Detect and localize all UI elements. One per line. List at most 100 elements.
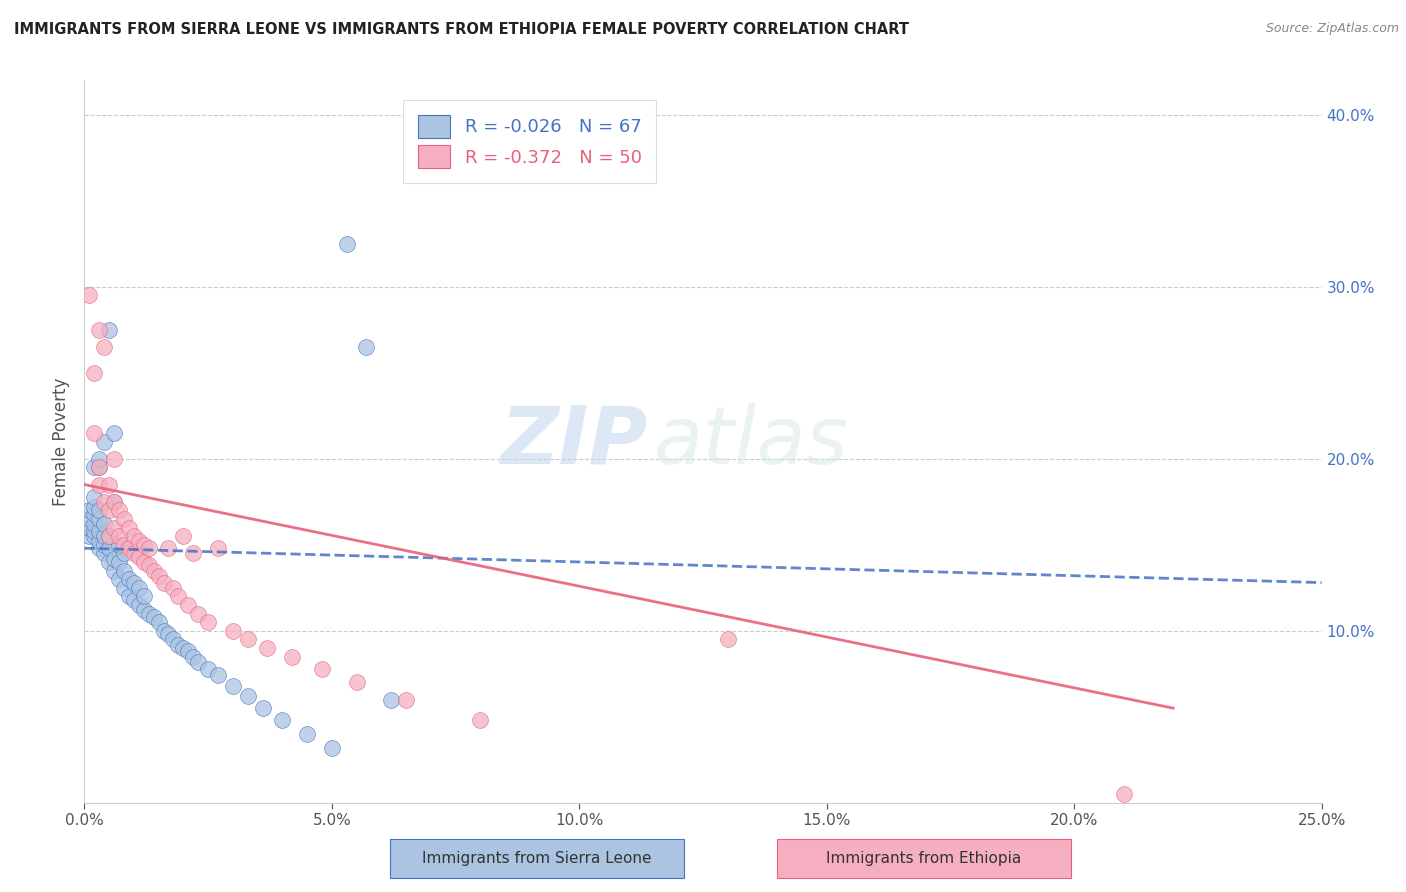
Point — [380, 692, 402, 706]
Point — [138, 607, 160, 621]
Point — [157, 627, 180, 641]
Point — [222, 679, 245, 693]
Point — [167, 590, 190, 604]
Point — [207, 541, 229, 556]
Point — [181, 649, 204, 664]
Point — [321, 740, 343, 755]
Point — [103, 551, 125, 566]
Point — [108, 572, 131, 586]
Point — [177, 644, 200, 658]
Point — [89, 534, 111, 549]
Point — [83, 366, 105, 380]
Point — [89, 451, 111, 466]
Point — [112, 538, 135, 552]
Text: atlas: atlas — [654, 402, 848, 481]
Text: Immigrants from Ethiopia: Immigrants from Ethiopia — [827, 851, 1021, 866]
Point — [181, 546, 204, 560]
Point — [83, 507, 105, 521]
Point — [336, 236, 359, 251]
Point — [187, 607, 209, 621]
Point — [197, 662, 219, 676]
Point — [89, 460, 111, 475]
Point — [79, 529, 101, 543]
Point — [118, 572, 141, 586]
Point — [103, 564, 125, 578]
Point — [79, 503, 101, 517]
Point — [89, 503, 111, 517]
Point — [83, 524, 105, 538]
Point — [138, 558, 160, 573]
Point — [93, 494, 115, 508]
Point — [395, 692, 418, 706]
Point — [128, 534, 150, 549]
Point — [83, 500, 105, 514]
Point — [162, 581, 184, 595]
Point — [177, 598, 200, 612]
Point — [112, 581, 135, 595]
Point — [128, 549, 150, 564]
Text: Immigrants from Sierra Leone: Immigrants from Sierra Leone — [422, 851, 652, 866]
Point — [103, 520, 125, 534]
Point — [252, 701, 274, 715]
Point — [167, 638, 190, 652]
Point — [236, 632, 259, 647]
Legend: R = -0.026   N = 67, R = -0.372   N = 50: R = -0.026 N = 67, R = -0.372 N = 50 — [404, 100, 657, 183]
Point — [89, 541, 111, 556]
Point — [172, 640, 194, 655]
Point — [98, 477, 121, 491]
Point — [236, 689, 259, 703]
Point — [98, 541, 121, 556]
Point — [112, 512, 135, 526]
Point — [103, 425, 125, 440]
Point — [470, 713, 492, 727]
FancyBboxPatch shape — [778, 838, 1071, 878]
Point — [112, 546, 135, 560]
Point — [128, 581, 150, 595]
Point — [83, 529, 105, 543]
Point — [122, 592, 145, 607]
Point — [108, 538, 131, 552]
Point — [108, 529, 131, 543]
Point — [98, 555, 121, 569]
Point — [1112, 787, 1135, 801]
Point — [128, 598, 150, 612]
Point — [162, 632, 184, 647]
Point — [118, 520, 141, 534]
Point — [89, 460, 111, 475]
Point — [152, 624, 174, 638]
Point — [98, 323, 121, 337]
Point — [83, 425, 105, 440]
Point — [271, 713, 294, 727]
Text: IMMIGRANTS FROM SIERRA LEONE VS IMMIGRANTS FROM ETHIOPIA FEMALE POVERTY CORRELAT: IMMIGRANTS FROM SIERRA LEONE VS IMMIGRAN… — [14, 22, 910, 37]
Point — [98, 503, 121, 517]
Point — [132, 590, 155, 604]
Point — [148, 568, 170, 582]
Point — [256, 640, 278, 655]
Point — [717, 632, 740, 647]
Point — [98, 529, 121, 543]
Point — [197, 615, 219, 630]
Point — [108, 555, 131, 569]
Text: ZIP: ZIP — [501, 402, 647, 481]
Point — [152, 575, 174, 590]
Point — [93, 434, 115, 449]
Point — [118, 590, 141, 604]
Point — [132, 603, 155, 617]
Point — [93, 546, 115, 560]
Point — [346, 675, 368, 690]
Point — [157, 541, 180, 556]
Point — [207, 668, 229, 682]
Point — [79, 512, 101, 526]
Point — [187, 655, 209, 669]
Point — [103, 494, 125, 508]
Point — [138, 541, 160, 556]
Point — [83, 460, 105, 475]
Point — [108, 503, 131, 517]
Point — [89, 477, 111, 491]
Point — [103, 494, 125, 508]
Point — [93, 517, 115, 532]
Point — [222, 624, 245, 638]
Point — [148, 615, 170, 630]
Point — [79, 288, 101, 302]
Point — [89, 512, 111, 526]
